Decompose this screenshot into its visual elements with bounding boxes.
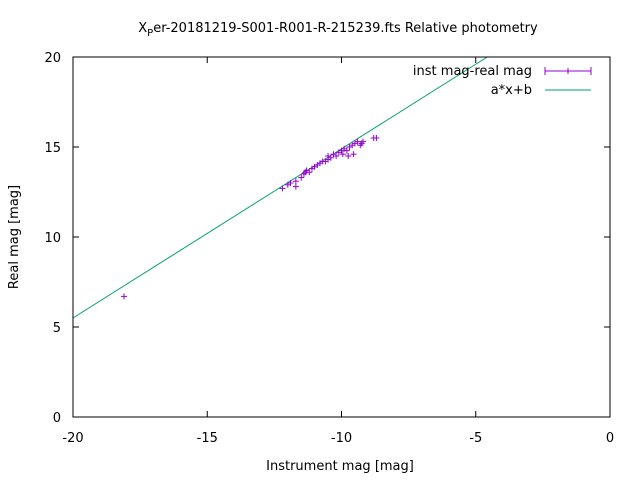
y-tick-label: 10 [44,231,61,246]
data-point [373,135,380,141]
data-point [298,174,305,181]
legend: inst mag-real mag a*x+b [413,64,592,98]
x-tick-label: -5 [469,431,482,446]
fit-line [72,56,488,319]
data-point [279,185,286,192]
data-point [292,178,299,185]
x-axis-ticks: -20 -15 -10 -5 0 [62,57,614,446]
x-tick-label: -10 [331,431,352,446]
data-point [333,153,340,159]
data-point [343,147,350,154]
data-points-layer [121,135,380,300]
data-point [327,154,334,161]
y-tick-label: 20 [44,51,61,66]
data-point [350,151,357,158]
legend-sample-points [544,67,592,75]
chart-title: XPer-20181219-S001-R001-R-215239.fts Rel… [138,21,538,39]
x-tick-label: -20 [62,431,83,446]
data-point [121,293,128,300]
data-point [306,169,313,176]
data-point [287,180,294,186]
data-point [359,138,366,145]
x-tick-label: -15 [197,431,218,446]
data-point [354,138,361,145]
y-axis-label: Real mag [mag] [7,185,22,289]
y-tick-label: 15 [44,141,61,156]
x-tick-label: 0 [606,431,614,446]
y-tick-label: 0 [53,411,61,426]
y-axis-ticks: 0 5 10 15 20 [44,51,610,426]
fit-line-layer [72,56,488,319]
x-axis-label: Instrument mag [mag] [266,459,414,474]
data-point [292,183,299,190]
y-tick-label: 5 [53,321,61,336]
legend-label-fit: a*x+b [491,83,532,98]
legend-label-points: inst mag-real mag [413,64,532,79]
data-point [339,151,346,158]
data-point [345,153,352,159]
